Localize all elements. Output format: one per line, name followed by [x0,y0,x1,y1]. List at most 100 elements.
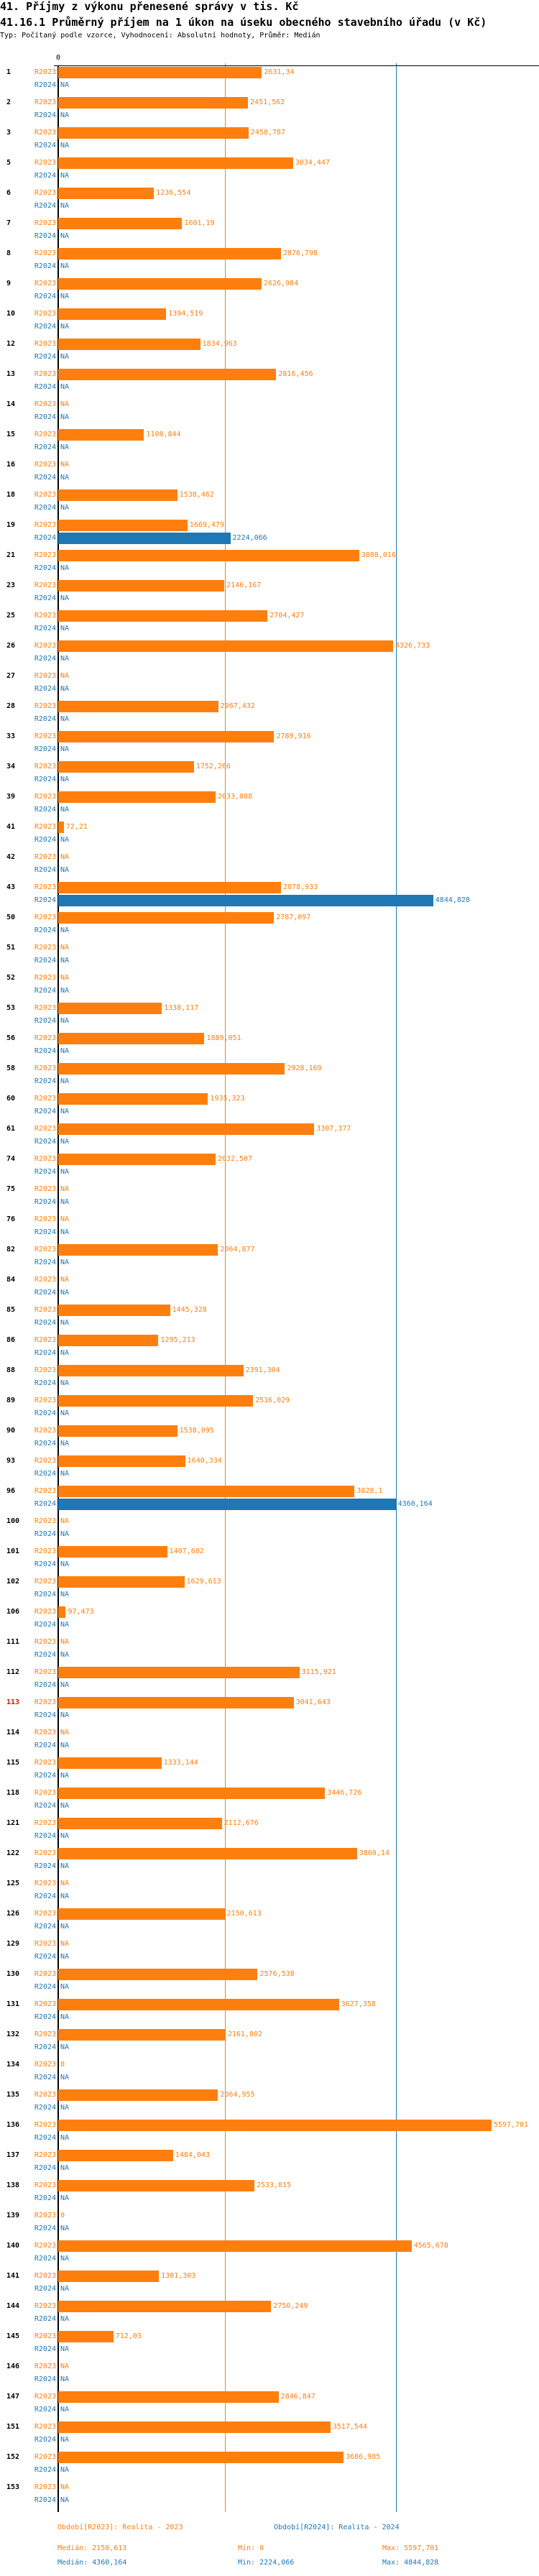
series-label: R2023 [34,1789,56,1797]
value-label: NA [60,474,70,482]
value-label: 2876,798 [282,249,318,257]
category-label: 27 [6,672,16,680]
chart-description: Typ: Počítaný podle vzorce, Vyhodnocení:… [0,32,321,40]
value-label: 712,03 [115,2332,142,2340]
value-label: NA [60,715,70,723]
value-label: 1295,213 [160,1336,195,1344]
value-label: NA [60,2315,70,2323]
series-label: R2024 [34,1621,56,1629]
series-label: R2024 [34,1138,56,1146]
value-label: NA [60,262,70,270]
category-label: 9 [6,280,11,288]
series-label: R2023 [34,1970,56,1978]
series-label: R2024 [34,655,56,663]
category-label: 86 [6,1336,16,1344]
value-label: NA [60,2104,70,2112]
series-label: R2023 [34,1547,56,1555]
category-label: 137 [6,2151,20,2159]
bar-r2023 [58,1667,300,1678]
series-label: R2024 [34,2496,56,2504]
value-label: NA [60,1729,70,1736]
value-label: 1629,613 [186,1578,221,1586]
value-label: 1301,303 [161,2272,196,2280]
category-label: 136 [6,2121,20,2129]
series-label: R2024 [34,1077,56,1085]
category-label: 102 [6,1578,20,1586]
series-label: R2023 [34,853,56,861]
value-label: NA [60,1621,70,1629]
value-label: 2067,432 [220,702,255,710]
series-label: R2024 [34,1953,56,1961]
series-label: R2024 [34,2375,56,2383]
series-label: R2024 [34,594,56,602]
category-label: 134 [6,2061,20,2069]
value-label: NA [60,443,70,451]
category-label: 58 [6,1064,16,1072]
category-label: 28 [6,702,16,710]
value-label: 2224,066 [232,534,267,542]
median-line-r2024 [395,63,397,2512]
bar-r2023 [58,1546,167,1558]
stat-r2024-max: Max: 4844,828 [382,2559,439,2567]
series-label: R2024 [34,2315,56,2323]
bar-r2023 [58,791,216,803]
series-label: R2023 [34,249,56,257]
series-label: R2023 [34,1638,56,1646]
bar-r2023 [58,2452,344,2463]
series-label: R2023 [34,1910,56,1918]
value-label: NA [60,142,70,150]
value-label: NA [60,232,70,240]
value-label: 2064,955 [220,2091,255,2099]
category-label: 52 [6,974,16,982]
series-label: R2023 [34,2061,56,2069]
value-label: 1538,095 [179,1427,214,1435]
value-label: 1338,117 [164,1004,199,1012]
series-label: R2023 [34,1759,56,1767]
bar-r2023 [58,1425,178,1437]
category-label: 53 [6,1004,16,1012]
x-axis-line [54,65,539,66]
legend-r2023: Období[R2023]: Realita - 2023 [57,2524,183,2531]
category-label: 25 [6,612,16,620]
category-label: 82 [6,1246,16,1254]
category-label: 93 [6,1457,16,1465]
category-label: 2 [6,98,11,106]
value-label: NA [60,1228,70,1236]
value-label: 2146,167 [226,581,262,589]
value-label: 2928,169 [287,1064,322,1072]
series-label: R2023 [34,129,56,137]
series-label: R2023 [34,98,56,106]
bar-r2023 [58,1576,185,1588]
category-label: 33 [6,732,16,740]
category-label: 16 [6,461,16,469]
value-label: NA [60,853,70,861]
category-label: 85 [6,1306,16,1314]
category-label: 135 [6,2091,20,2099]
value-label: 3828,1 [356,1487,383,1495]
chart-subtitle: 41.16.1 Průměrný příjem na 1 úkon na úse… [0,16,487,29]
category-label: 76 [6,1215,16,1223]
value-label: NA [60,1168,70,1176]
bar-r2023 [58,1244,218,1256]
category-label: 121 [6,1819,20,1827]
value-label: 2750,249 [273,2302,308,2310]
bar-r2023 [58,1335,159,1346]
series-label: R2024 [34,2043,56,2051]
series-label: R2024 [34,1591,56,1598]
bar-r2023 [58,1969,258,1980]
value-label: NA [60,1983,70,1991]
series-label: R2023 [34,219,56,227]
value-label: NA [60,1651,70,1659]
series-label: R2023 [34,280,56,288]
series-label: R2023 [34,1517,56,1525]
bar-r2023 [58,97,249,109]
bar-r2023 [58,1757,162,1769]
series-label: R2024 [34,715,56,723]
bar-r2023 [58,1606,66,1618]
bar-r2024 [58,533,231,544]
value-label: NA [60,2134,70,2142]
value-label: NA [60,400,70,408]
series-label: R2024 [34,504,56,512]
series-label: R2024 [34,202,56,210]
value-label: NA [60,1681,70,1689]
